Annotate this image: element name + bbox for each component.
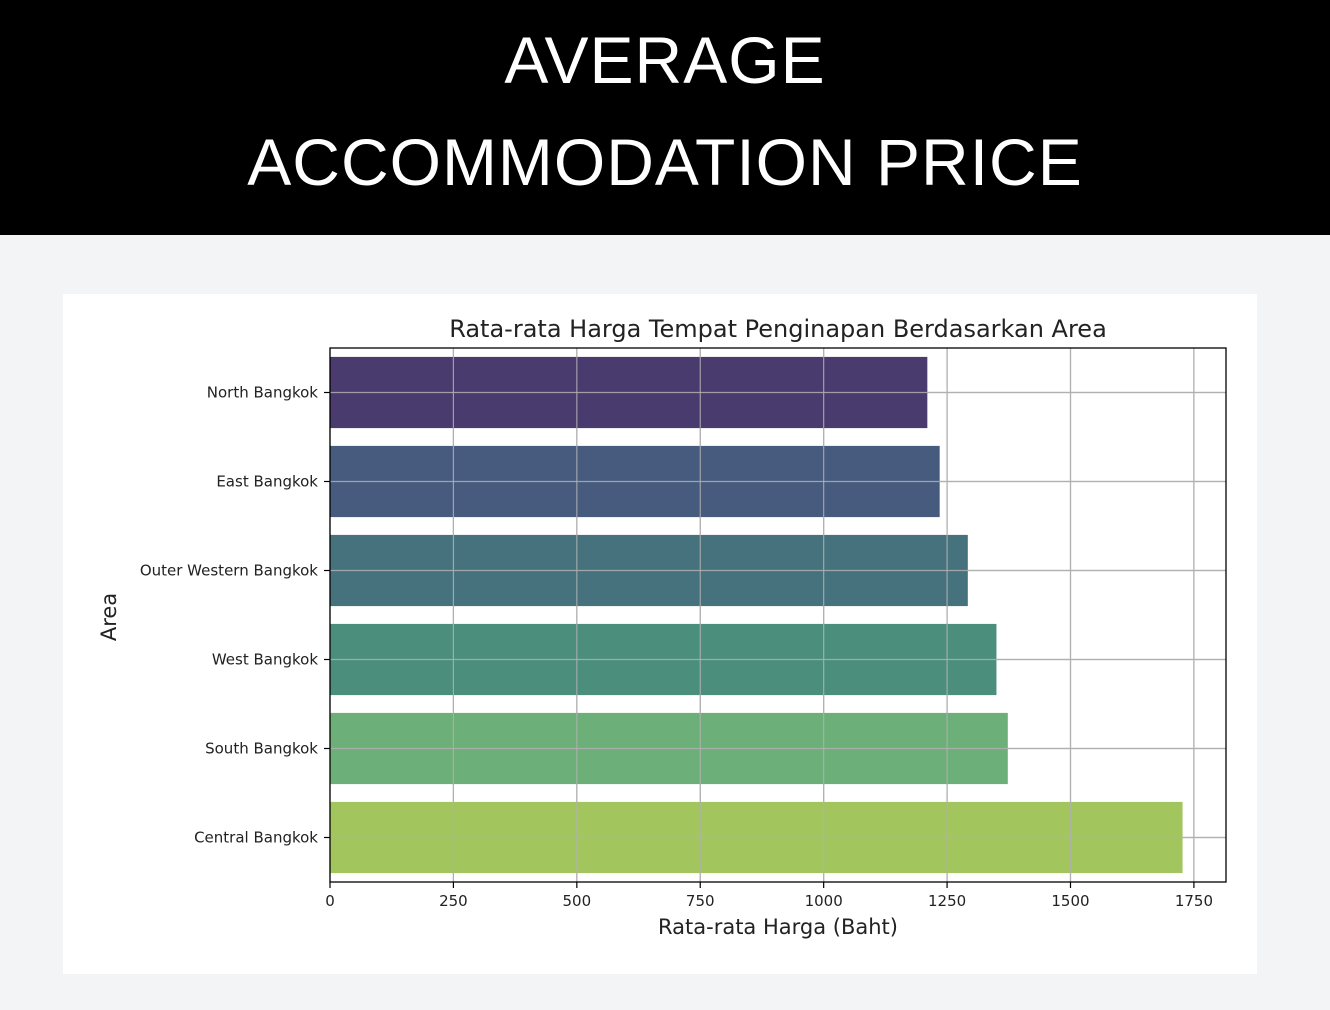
- header-banner: AVERAGE ACCOMMODATION PRICE: [0, 0, 1330, 235]
- x-axis-label: Rata-rata Harga (Baht): [658, 915, 898, 939]
- x-tick-label: 0: [325, 892, 335, 910]
- chart-title: Rata-rata Harga Tempat Penginapan Berdas…: [449, 315, 1107, 343]
- x-tick-label: 1750: [1175, 892, 1213, 910]
- y-tick-label: Outer Western Bangkok: [140, 562, 318, 580]
- x-tick-label: 1250: [928, 892, 966, 910]
- y-tick-label: East Bangkok: [216, 473, 318, 491]
- x-tick-label: 1500: [1051, 892, 1089, 910]
- y-tick-label: West Bangkok: [212, 651, 318, 669]
- y-tick-label: South Bangkok: [205, 740, 318, 758]
- x-tick-label: 1000: [805, 892, 843, 910]
- plot-frame: [329, 347, 1227, 883]
- bar-chart: 0 250 500 750 1000 1250 1500 1750 North Bangkok E…: [97, 315, 1227, 939]
- header-title-line-2: ACCOMMODATION PRICE: [247, 125, 1083, 199]
- y-axis-label: Area: [97, 593, 121, 641]
- x-tick-label: 500: [563, 892, 592, 910]
- axis-layer: 0 250 500 750 1000 1250 1500 1750 North Bangkok E…: [140, 347, 1227, 910]
- x-tick-label: 250: [439, 892, 468, 910]
- plot-card: 0 250 500 750 1000 1250 1500 1750 North Bangkok E…: [63, 294, 1257, 974]
- bar-layer: [330, 348, 1226, 882]
- x-tick-label: 750: [686, 892, 715, 910]
- header-title-line-1: AVERAGE: [504, 23, 826, 97]
- y-tick-label: Central Bangkok: [194, 829, 318, 847]
- y-tick-label: North Bangkok: [207, 384, 319, 402]
